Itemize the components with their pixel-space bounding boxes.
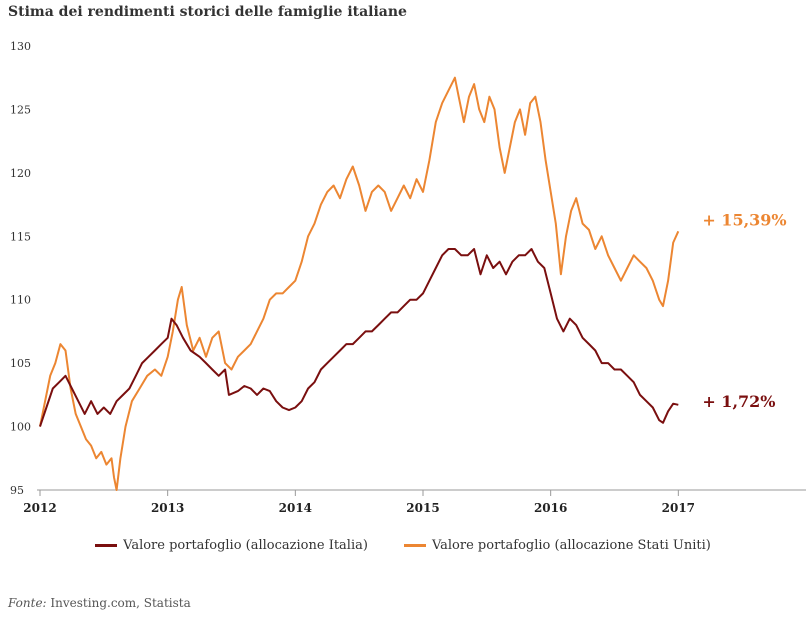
x-tick-label: 2016 (534, 501, 567, 515)
legend-label-stati-uniti: Valore portafoglio (allocazione Stati Un… (431, 538, 711, 553)
chart-area: 95 100 105 110 115 120 125 130 2012 2013 2014 2015… (10, 40, 806, 515)
y-tick-label: 110 (10, 294, 31, 307)
x-tick-label: 2013 (151, 501, 184, 515)
y-axis-ticks: 95 100 105 110 115 120 125 130 (10, 40, 31, 497)
legend-item-stati-uniti[interactable]: Valore portafoglio (allocazione Stati Un… (403, 538, 711, 553)
y-tick-label: 125 (10, 103, 31, 116)
y-tick-label: 115 (10, 230, 31, 243)
legend-label-italia: Valore portafoglio (allocazione Italia) (123, 538, 368, 553)
x-tick-label: 2012 (23, 501, 56, 515)
chart-title: Stima dei rendimenti storici delle famig… (8, 4, 407, 20)
end-label-italia: + 1,72% (702, 392, 775, 411)
y-tick-label: 130 (10, 40, 31, 53)
end-labels: + 1,72% + 15,39% (702, 210, 786, 410)
legend-swatch-italia (95, 544, 118, 547)
x-tick-label: 2017 (662, 501, 695, 515)
y-tick-label: 120 (10, 167, 31, 180)
series-line-stati-uniti (39, 76, 680, 491)
series-line-italia (39, 248, 679, 427)
source-text: Investing.com, Statista (50, 596, 191, 610)
x-tick-label: 2015 (406, 501, 439, 515)
end-label-stati-uniti: + 15,39% (702, 210, 786, 229)
chart-legend: Valore portafoglio (allocazione Italia) … (0, 538, 806, 553)
x-tick-label: 2014 (279, 501, 312, 515)
y-tick-label: 105 (10, 357, 31, 370)
x-axis-ticks: 2012 2013 2014 2015 2016 2017 (23, 490, 695, 515)
legend-swatch-stati-uniti (403, 544, 426, 547)
legend-item-italia[interactable]: Valore portafoglio (allocazione Italia) (95, 538, 368, 553)
y-tick-label: 95 (10, 484, 24, 497)
series-lines (39, 76, 680, 491)
source-label: Fonte: (8, 596, 47, 610)
source-note: Fonte: Investing.com, Statista (8, 596, 191, 610)
y-tick-label: 100 (10, 421, 31, 434)
